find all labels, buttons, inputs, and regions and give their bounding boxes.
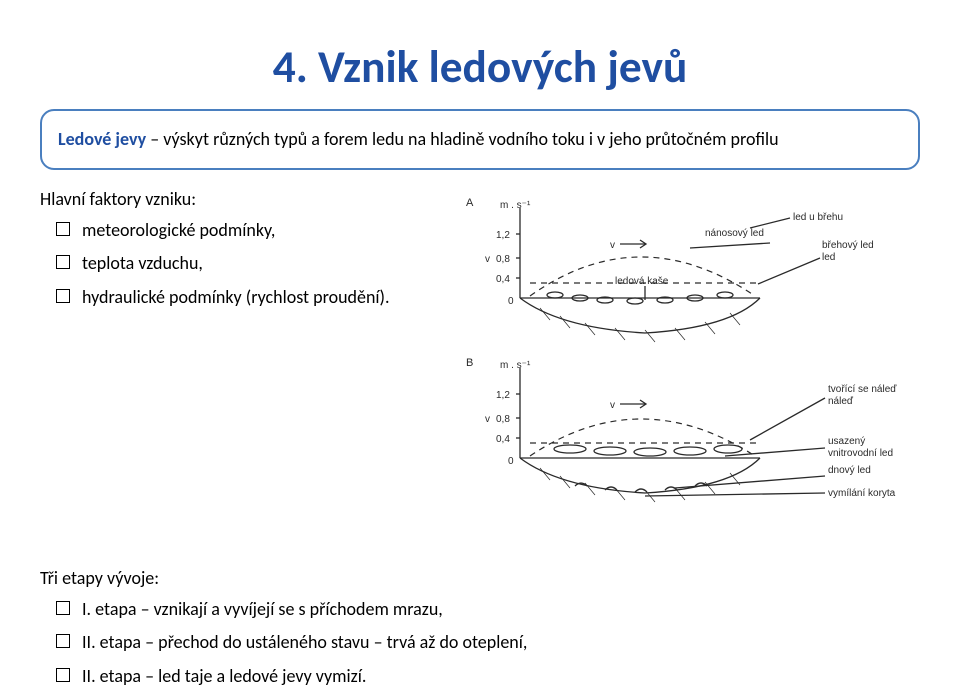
svg-text:0,8: 0,8 [496, 414, 510, 425]
svg-text:0,8: 0,8 [496, 254, 510, 265]
page-title: 4. Vznik ledových jevů [40, 40, 920, 95]
diagram: A m . s⁻¹ 1,2 0,8 v 0,4 0 v [460, 188, 920, 513]
svg-text:usazený: usazený [828, 436, 865, 447]
svg-text:v: v [485, 414, 490, 425]
svg-text:v: v [610, 400, 615, 411]
list-item: hydraulické podmínky (rychlost proudění)… [56, 285, 450, 310]
svg-text:m . s⁻¹: m . s⁻¹ [500, 200, 531, 211]
svg-text:v: v [485, 254, 490, 265]
list-item: I. etapa – vznikají a vyvíjejí se s příc… [56, 597, 920, 622]
list-item: teplota vzduchu, [56, 251, 450, 276]
svg-text:0,4: 0,4 [496, 434, 510, 445]
panel-a-label: A [466, 197, 474, 209]
svg-text:břehový led: břehový led [822, 240, 874, 251]
main-factors-list: meteorologické podmínky, teplota vzduchu… [40, 218, 450, 310]
svg-text:nánosový led: nánosový led [705, 228, 764, 239]
list-item-label: hydraulické podmínky (rychlost proudění)… [82, 286, 390, 308]
svg-text:vnitrovodní led: vnitrovodní led [828, 448, 893, 459]
list-item-label: I. etapa – vznikají a vyvíjejí se s příc… [82, 598, 443, 620]
svg-text:led: led [822, 252, 835, 263]
svg-text:led u břehu: led u břehu [793, 212, 843, 223]
svg-text:0,4: 0,4 [496, 274, 510, 285]
main-factors-heading: Hlavní faktory vzniku: [40, 188, 450, 210]
list-item: II. etapa – přechod do ustáleného stavu … [56, 630, 920, 655]
list-item-label: II. etapa – led taje a ledové jevy vymiz… [82, 665, 366, 687]
definition-box: Ledové jevy – výskyt různých typů a fore… [40, 109, 920, 170]
list-item-label: II. etapa – přechod do ustáleného stavu … [82, 631, 527, 653]
svg-text:náleď: náleď [828, 396, 854, 407]
stages-list: I. etapa – vznikají a vyvíjejí se s příc… [40, 597, 920, 689]
list-item-label: teplota vzduchu, [82, 252, 203, 274]
panel-b-label: B [466, 357, 473, 369]
list-item: II. etapa – led taje a ledové jevy vymiz… [56, 664, 920, 689]
svg-text:v: v [610, 240, 615, 251]
svg-text:vymílání koryta: vymílání koryta [828, 488, 896, 499]
svg-text:1,2: 1,2 [496, 390, 510, 401]
svg-text:0: 0 [508, 296, 514, 307]
svg-text:1,2: 1,2 [496, 230, 510, 241]
definition-desc: – výskyt různých typů a forem ledu na hl… [146, 128, 778, 150]
svg-text:m . s⁻¹: m . s⁻¹ [500, 360, 531, 371]
svg-text:dnový led: dnový led [828, 465, 871, 476]
list-item-label: meteorologické podmínky, [82, 219, 275, 241]
definition-term: Ledové jevy [58, 128, 146, 150]
svg-text:tvořící se náleď: tvořící se náleď [828, 384, 897, 395]
svg-text:ledová kaše: ledová kaše [615, 276, 669, 287]
list-item: meteorologické podmínky, [56, 218, 450, 243]
svg-text:0: 0 [508, 456, 514, 467]
stages-heading: Tři etapy vývoje: [40, 567, 920, 589]
